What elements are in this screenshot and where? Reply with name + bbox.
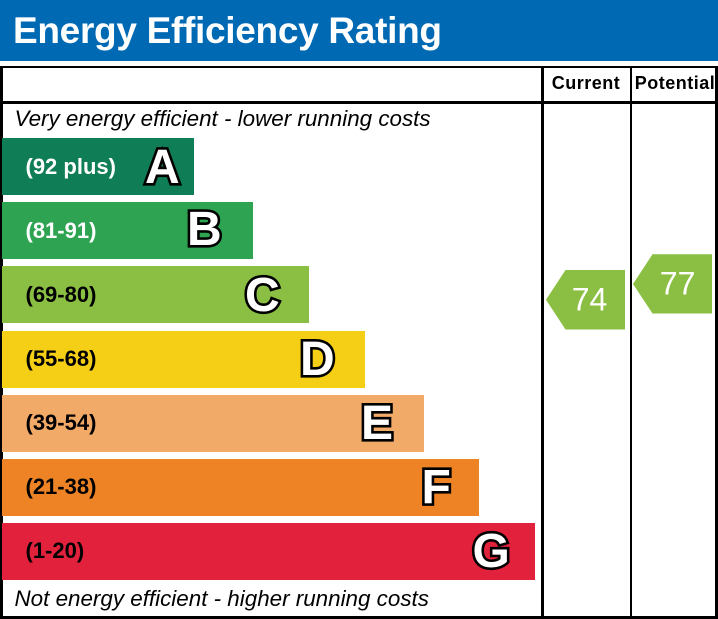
svg-text:77: 77 (660, 265, 696, 301)
svg-text:74: 74 (571, 281, 607, 317)
